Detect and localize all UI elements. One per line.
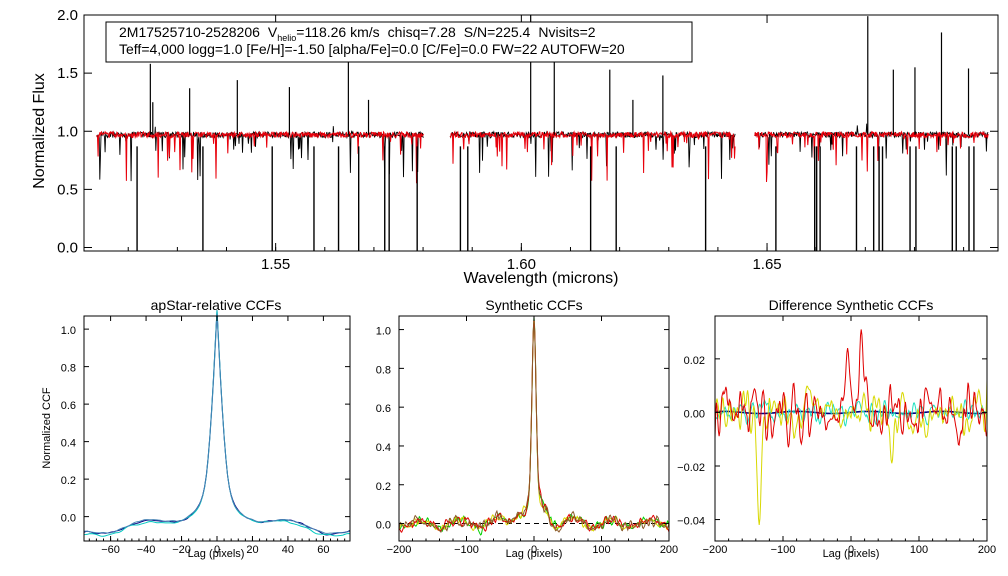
star-id: 2M17525710-2528206 (119, 24, 260, 40)
y-tick-label: 1.0 (61, 325, 76, 337)
synthetic-ccf-line-ccf-yellow (398, 322, 670, 532)
y-tick-label: 0.4 (61, 438, 76, 450)
apstar-ccf-axes: −60 −40 −20 0 20 40 60 0.0 0.2 0.4 0.6 0.8 1.0 (61, 316, 350, 556)
info-box-frame (105, 21, 693, 63)
difference-ccf-line-diff-red (715, 329, 987, 448)
synthetic-ccf-xlabel: Lag (pixels) (506, 548, 563, 560)
chisq-value: chisq=7.28 (388, 24, 456, 40)
vhelio-subscript: helio (277, 33, 296, 43)
spectrum-axes: 1.55 1.60 1.65 0.0 0.5 1.0 1.5 2.0 (57, 7, 998, 273)
synthetic-ccf-frame (398, 315, 670, 542)
synthetic-ccf-panel: Synthetic CCFs −200 −100 0 100 200 0.0 0.2 0.4 0… (376, 297, 678, 560)
y-tick-label: 0.4 (376, 442, 391, 454)
vhelio-label: V (268, 24, 278, 40)
x-tick-label: 20 (246, 544, 258, 556)
difference-ccf-panel: Difference Synthetic CCFs −200 −100 0 100 20… (677, 297, 996, 560)
synthetic-ccf-line-ccf-green (398, 316, 670, 536)
x-tick-label: 0 (531, 544, 537, 556)
x-tick-label: −40 (137, 544, 156, 556)
synthetic-ccf-axes: −200 −100 0 100 200 0.0 0.2 0.4 0.6 0.8 1.0 (376, 316, 678, 556)
y-tick-label: 0.8 (376, 364, 391, 376)
y-tick-label: 0.5 (57, 181, 78, 198)
x-tick-label: 0 (214, 544, 220, 556)
synthetic-ccf-title: Synthetic CCFs (485, 297, 582, 313)
spectrum-plot-area (96, 15, 989, 251)
x-tick-label: −20 (172, 544, 191, 556)
y-tick-label: 0.00 (684, 408, 705, 420)
difference-ccf-axes: −200 −100 0 100 200 −0.04 −0.02 0.00 0.02 (677, 316, 996, 556)
spectrum-ylabel: Normalized Flux (31, 73, 48, 189)
y-tick-label: 0.0 (57, 240, 78, 257)
y-tick-label: 1.5 (57, 65, 78, 82)
apstar-ccf-panel: apStar-relative CCFs −60 −40 −20 0 20 40 60 0.0… (41, 297, 351, 560)
y-tick-label: −0.02 (677, 462, 705, 474)
x-tick-label: 40 (282, 544, 294, 556)
synthetic-ccf-line-ccf-brown (398, 321, 670, 534)
x-tick-label: −200 (703, 544, 728, 556)
vhelio-value: =118.26 km/s (296, 24, 379, 40)
info-line-1: 2M17525710-2528206 Vhelio=118.26 km/s chis… (119, 24, 596, 43)
y-tick-label: 0.02 (684, 355, 705, 367)
spectrum-info-box: 2M17525710-2528206 Vhelio=118.26 km/s chis… (105, 21, 693, 63)
x-tick-label: 0 (848, 544, 854, 556)
x-tick-label: 60 (317, 544, 329, 556)
info-line-2: Teff=4,000 logg=1.0 [Fe/H]=-1.50 [alpha/… (119, 41, 625, 57)
nvisits-value: Nvisits=2 (538, 24, 595, 40)
apstar-ccf-line-ccf-1 (83, 310, 351, 536)
apstar-ccf-xlabel: Lag (pixels) (188, 548, 245, 560)
y-tick-label: 0.2 (376, 481, 391, 493)
x-tick-label: −100 (771, 544, 796, 556)
y-tick-label: 1.0 (57, 123, 78, 140)
apstar-ccf-title: apStar-relative CCFs (151, 297, 282, 313)
apstar-ccf-line-ccf-2 (83, 310, 351, 537)
sn-value: S/N=225.4 (464, 24, 531, 40)
synthetic-ccf-plot-area (398, 316, 670, 536)
y-tick-label: 2.0 (57, 7, 78, 24)
y-tick-label: −0.04 (677, 516, 705, 528)
y-tick-label: 0.6 (61, 400, 76, 412)
difference-ccf-line-diff-yellow (715, 380, 987, 525)
x-tick-label: −60 (101, 544, 120, 556)
spectrum-panel: 1.55 1.60 1.65 0.0 0.5 1.0 1.5 2.0 2M17525710-2… (31, 7, 999, 287)
y-tick-label: 0.6 (376, 403, 391, 415)
x-tick-label: 1.65 (752, 256, 781, 273)
x-tick-label: 1.55 (261, 256, 290, 273)
x-tick-label: −100 (454, 544, 479, 556)
apstar-ccf-line-ccf-3 (83, 314, 351, 534)
y-tick-label: 0.0 (376, 520, 391, 532)
difference-ccf-plot-area (715, 329, 987, 525)
apstar-ccf-plot-area (83, 310, 351, 537)
x-tick-label: 200 (660, 544, 678, 556)
apstar-ccf-frame (83, 315, 351, 542)
x-tick-label: 100 (910, 544, 928, 556)
apstar-ccf-ylabel: Normalized CCF (41, 387, 53, 469)
difference-ccf-xlabel: Lag (pixels) (823, 548, 880, 560)
y-tick-label: 0.0 (61, 513, 76, 525)
spectrum-xlabel: Wavelength (microns) (463, 270, 618, 287)
x-tick-label: −200 (387, 544, 412, 556)
y-tick-label: 0.8 (61, 363, 76, 375)
y-tick-label: 1.0 (376, 326, 391, 338)
x-tick-label: 100 (592, 544, 610, 556)
x-tick-label: 1.60 (507, 256, 536, 273)
x-tick-label: 200 (978, 544, 996, 556)
difference-ccf-title: Difference Synthetic CCFs (769, 297, 934, 313)
spectrum-frame (83, 14, 999, 252)
synthetic-ccf-line-ccf-red (398, 318, 670, 533)
y-tick-label: 0.2 (61, 475, 76, 487)
